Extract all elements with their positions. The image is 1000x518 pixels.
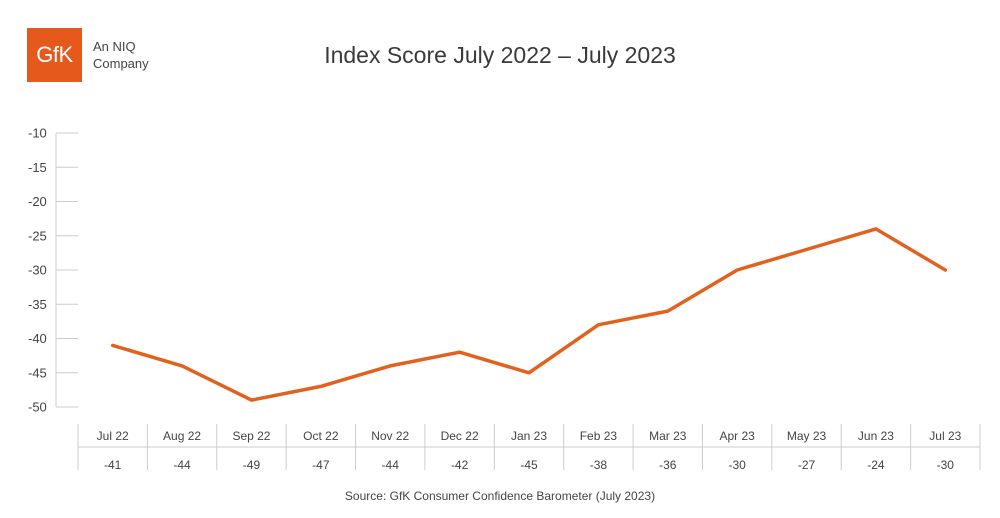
data-value-label: -45 [520,458,538,472]
tagline-line-2: Company [93,56,149,71]
y-tick-label: -35 [28,297,47,312]
data-value-label: -36 [659,458,677,472]
data-value-label: -44 [173,458,191,472]
logo-text: GfK [36,42,73,67]
data-value-label: -47 [312,458,330,472]
data-point [180,364,184,368]
data-value-label: -38 [590,458,608,472]
y-tick-label: -40 [28,331,47,346]
data-point [458,350,462,354]
data-value-label: -41 [104,458,122,472]
data-point [249,398,253,402]
x-category-label: Mar 23 [649,429,687,443]
data-value-label: -30 [937,458,955,472]
data-value-label: -30 [728,458,746,472]
data-point [874,227,878,231]
series-line [110,227,948,402]
x-category-label: Jul 22 [97,429,129,443]
data-value-label: -44 [382,458,400,472]
x-category-label: May 23 [787,429,827,443]
data-point [527,371,531,375]
y-tick-label: -50 [28,400,47,415]
data-value-label: -27 [798,458,816,472]
data-point [388,364,392,368]
y-tick-label: -25 [28,228,47,243]
data-point [943,268,947,272]
y-tick-label: -20 [28,194,47,209]
x-category-label: Dec 22 [441,429,479,443]
x-category-label: Jan 23 [511,429,547,443]
chart-title: Index Score July 2022 – July 2023 [324,42,676,68]
x-category-label: Nov 22 [371,429,409,443]
data-value-label: -49 [243,458,261,472]
y-tick-label: -30 [28,263,47,278]
x-category-label: Jun 23 [858,429,894,443]
x-category-label: Jul 23 [929,429,961,443]
company-tagline: An NIQ Company [93,38,149,72]
data-point [596,323,600,327]
source-note: Source: GfK Consumer Confidence Baromete… [344,489,656,503]
y-tick-label: -15 [28,160,47,175]
data-point [735,268,739,272]
x-category-label: Sep 22 [232,429,270,443]
tagline-line-1: An NIQ [93,39,136,54]
y-tick-label: -10 [28,126,47,141]
data-point [319,384,323,388]
x-category-label: Feb 23 [580,429,618,443]
data-point [111,343,115,347]
y-tick-label: -45 [28,365,47,380]
x-category-label: Oct 22 [303,429,339,443]
gfk-logo: GfK [27,28,82,82]
data-value-label: -24 [867,458,885,472]
data-point [666,309,670,313]
data-point [805,247,809,251]
x-category-label: Aug 22 [163,429,201,443]
data-value-label: -42 [451,458,469,472]
x-category-label: Apr 23 [719,429,755,443]
